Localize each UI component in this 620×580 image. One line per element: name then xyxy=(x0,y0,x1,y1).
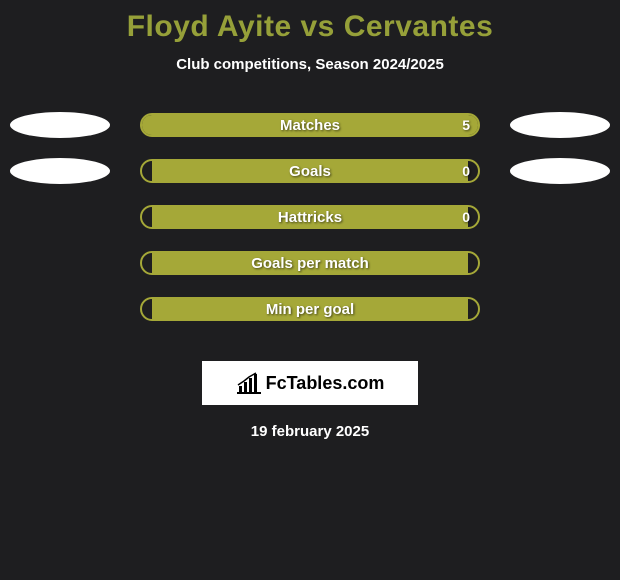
right-ellipse xyxy=(510,112,610,138)
left-ellipse xyxy=(10,158,110,184)
stat-row: Matches 5 xyxy=(0,113,620,137)
stat-bar: Min per goal xyxy=(140,297,480,321)
stat-row: Hattricks 0 xyxy=(0,205,620,229)
stat-bar: Hattricks 0 xyxy=(140,205,480,229)
stat-row: Min per goal xyxy=(0,297,620,321)
stat-bar: Matches 5 xyxy=(140,113,480,137)
chart-area: Matches 5 Goals 0 Hattricks 0 Goals per match M… xyxy=(0,113,620,343)
date-text: 19 february 2025 xyxy=(251,423,369,440)
brand-box: FcTables.com xyxy=(202,361,418,405)
stat-value: 0 xyxy=(462,209,470,225)
stat-bar: Goals per match xyxy=(140,251,480,275)
stat-value: 0 xyxy=(462,163,470,179)
page-title: Floyd Ayite vs Cervantes xyxy=(127,10,494,44)
right-ellipse xyxy=(510,158,610,184)
stat-bar: Goals 0 xyxy=(140,159,480,183)
brand-text: FcTables.com xyxy=(266,373,385,394)
stat-label: Min per goal xyxy=(266,301,354,318)
stat-label: Hattricks xyxy=(278,209,342,226)
stat-label: Goals xyxy=(289,163,331,180)
stat-value: 5 xyxy=(462,117,470,133)
stat-row: Goals 0 xyxy=(0,159,620,183)
infographic-container: Floyd Ayite vs Cervantes Club competitio… xyxy=(0,0,620,440)
stat-row: Goals per match xyxy=(0,251,620,275)
page-subtitle: Club competitions, Season 2024/2025 xyxy=(176,56,444,73)
stat-label: Goals per match xyxy=(251,255,369,272)
left-ellipse xyxy=(10,112,110,138)
stat-label: Matches xyxy=(280,117,340,134)
chart-icon xyxy=(236,372,262,394)
